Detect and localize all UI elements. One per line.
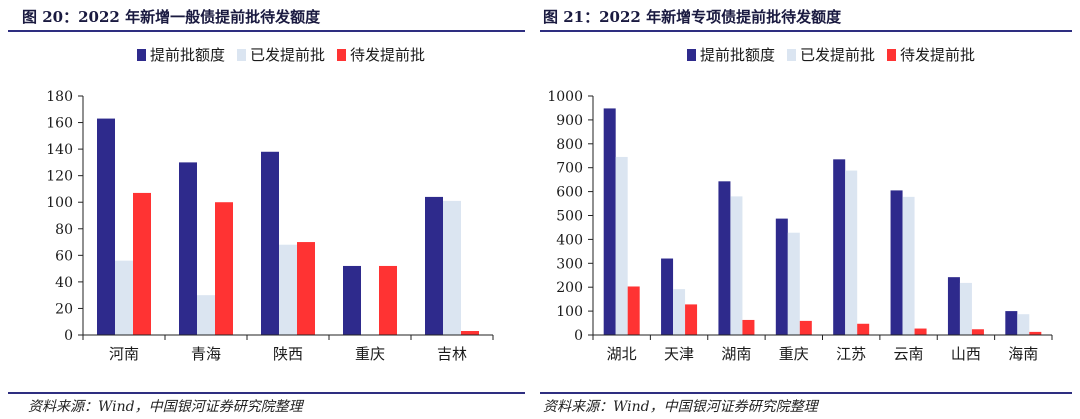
x-tick-label: 河南 [109,345,139,363]
y-tick-label: 700 [556,161,583,177]
legend-swatch [887,49,896,61]
bar [673,289,686,335]
bar [947,277,960,335]
source-note: 资料来源：Wind，中国银河证券研究院整理 [28,399,303,415]
y-tick-label: 1000 [547,89,583,105]
bar [343,265,361,335]
bar [279,244,297,335]
bar [197,295,215,335]
x-tick-label: 湖南 [721,345,751,363]
y-tick-label: 60 [55,248,73,264]
bar [603,108,616,335]
x-tick-label: 湖北 [607,345,637,363]
bar [902,196,915,335]
x-tick-label: 云南 [894,345,924,363]
y-tick-label: 80 [55,222,73,238]
bar [379,265,397,335]
bar [297,242,315,335]
bar [959,282,972,335]
y-tick-label: 500 [556,209,583,225]
y-tick-label: 40 [55,275,73,291]
x-tick-label: 山西 [951,345,981,363]
bar [461,331,479,335]
x-tick-label: 青海 [191,345,221,363]
legend-label: 提前批额度 [700,46,775,64]
x-tick-label: 重庆 [355,345,385,363]
bar [133,192,151,335]
bar [115,260,133,335]
x-tick-label: 陕西 [273,345,303,363]
bar [787,232,800,335]
figure-20: 图 20：2022 年新增一般债提前批待发额度 提前批额度 已发提前批 待发提前批河… [0,0,525,419]
legend-swatch [787,49,796,61]
y-tick-label: 800 [556,137,583,153]
bar [742,319,755,335]
bar [799,320,812,335]
bar [627,286,640,335]
legend-swatch [137,49,146,61]
bar [914,328,927,335]
bar [179,162,197,335]
legend-swatch [337,49,346,61]
bar [685,304,698,335]
bar [730,196,743,335]
figure-21: 图 21：2022 年新增专项债提前批待发额度 提前批额度 已发提前批 待发提前批湖… [540,0,1080,419]
x-tick-label: 吉林 [437,345,467,363]
bar [1017,314,1030,335]
x-tick-label: 海南 [1008,345,1038,363]
footer-rule [8,392,525,394]
y-tick-label: 20 [55,301,73,317]
y-tick-label: 100 [46,195,73,211]
legend-label: 已发提前批 [800,46,875,64]
legend-label: 已发提前批 [250,46,325,64]
bar [443,200,461,335]
y-tick-label: 180 [46,89,73,105]
source-note: 资料来源：Wind，中国银河证券研究院整理 [543,399,818,415]
bar [971,329,984,335]
x-tick-label: 江苏 [836,345,866,363]
bar [833,159,846,335]
y-tick-label: 200 [556,280,583,296]
bar [97,118,115,335]
y-tick-label: 300 [556,256,583,272]
bar [775,218,788,335]
bar [615,156,628,335]
legend-label: 待发提前批 [350,46,425,64]
bar [215,202,233,335]
legend-label: 待发提前批 [900,46,975,64]
legend-swatch [687,49,696,61]
bar [890,190,903,335]
x-tick-label: 天津 [664,345,694,363]
figure-title: 图 20：2022 年新增一般债提前批待发额度 [22,8,321,26]
title-rule [8,30,525,32]
legend: 提前批额度 已发提前批 待发提前批 [687,46,975,64]
figure-title: 图 21：2022 年新增专项债提前批待发额度 [543,8,842,26]
bar [718,181,731,335]
y-tick-label: 0 [64,328,73,344]
y-tick-label: 140 [46,142,73,158]
bar [1005,311,1018,335]
bar [425,196,443,335]
y-tick-label: 0 [574,328,583,344]
bar [661,258,674,335]
legend-label: 提前批额度 [150,46,225,64]
legend-swatch [237,49,246,61]
y-tick-label: 160 [46,116,73,132]
y-tick-label: 400 [556,232,583,248]
y-tick-label: 900 [556,113,583,129]
bar [845,170,858,335]
x-tick-label: 重庆 [779,345,809,363]
bar [1029,331,1042,335]
y-tick-label: 100 [556,304,583,320]
bar [857,323,870,335]
y-tick-label: 600 [556,185,583,201]
title-rule [540,30,1072,32]
bar [261,151,279,335]
footer-rule [540,392,1072,394]
y-tick-label: 120 [46,169,73,185]
legend: 提前批额度 已发提前批 待发提前批 [137,46,425,64]
